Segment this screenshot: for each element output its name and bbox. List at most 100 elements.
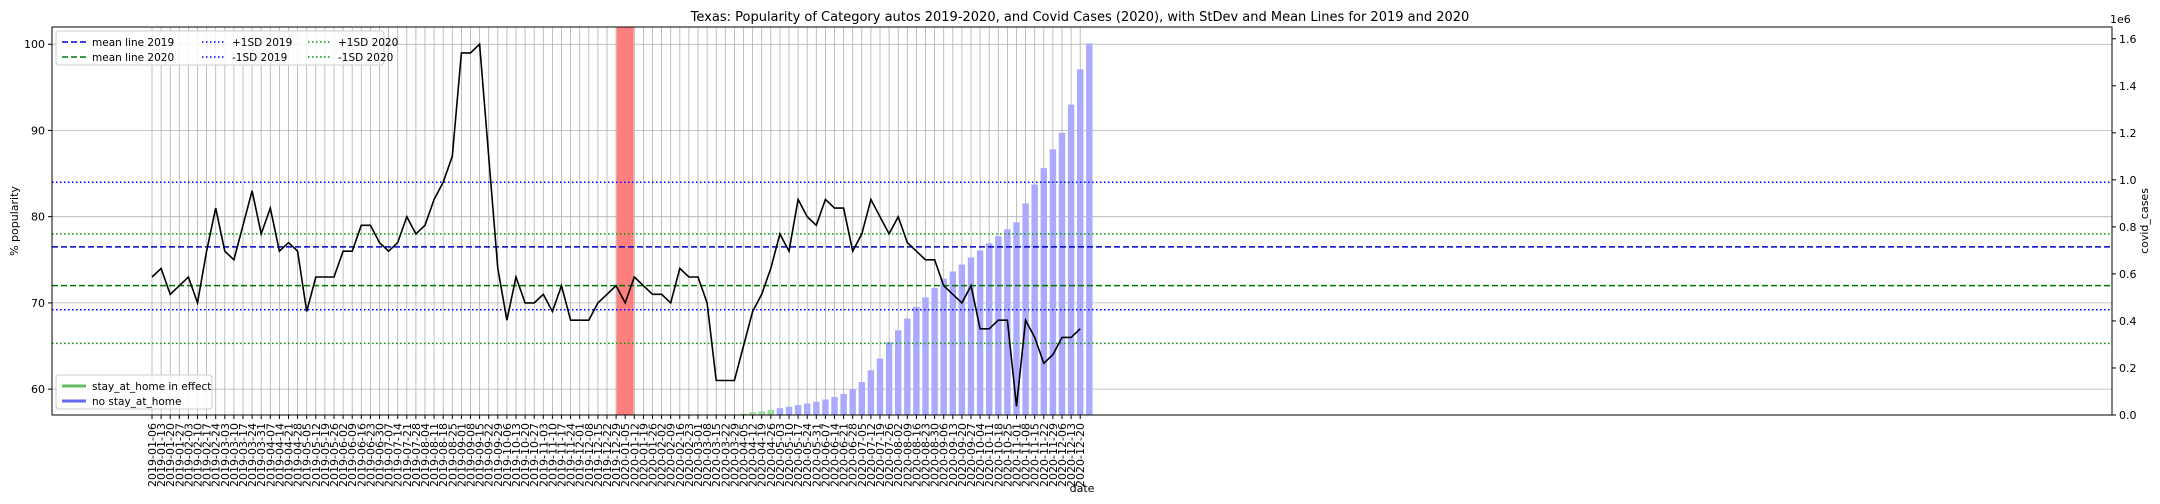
- x-tick-label: 2019-11-17: [556, 423, 569, 487]
- x-tick-label: 2020-02-02: [656, 423, 669, 487]
- legend-reference-lines: mean line 2019 mean line 2020 +1SD 2019 -1S…: [55, 30, 398, 66]
- x-tick-label: 2019-07-21: [401, 423, 414, 487]
- x-tick-label: 2020-04-19: [756, 423, 769, 487]
- x-tick-label: 2019-09-01: [455, 423, 468, 487]
- x-tick-label: 2020-03-29: [728, 423, 741, 487]
- bar: [849, 389, 856, 415]
- x-tick-label: 2019-02-03: [182, 423, 195, 487]
- x-tick-label: 2020-01-26: [647, 423, 660, 487]
- x-tick-label: 2019-08-04: [419, 423, 432, 487]
- bar: [867, 370, 875, 415]
- right-tick-label: 1.6: [2119, 33, 2137, 46]
- plot-area-frame: [51, 26, 2113, 416]
- legend-label: stay_at_home in effect: [92, 381, 211, 393]
- left-tick-label: 60: [31, 383, 45, 396]
- x-tick-label: 2020-05-24: [801, 423, 814, 487]
- bar: [1013, 222, 1020, 415]
- x-tick-label: 2020-07-05: [856, 423, 869, 487]
- bar: [1049, 149, 1057, 415]
- x-tick-label: 2019-10-20: [519, 423, 532, 487]
- x-tick-label: 2019-09-22: [483, 423, 496, 487]
- left-axis-title: % popularity: [8, 186, 21, 256]
- x-tick-label: 2020-08-23: [920, 423, 933, 487]
- bar: [1077, 69, 1084, 415]
- x-tick-label: 2019-06-16: [355, 423, 368, 487]
- bar: [840, 393, 847, 415]
- x-tick-label: 2020-06-21: [838, 423, 851, 487]
- x-tick-label: 2020-04-26: [765, 423, 778, 487]
- legend-label: mean line 2020: [92, 52, 174, 64]
- x-tick-label: 2019-09-29: [492, 423, 505, 487]
- x-tick-label: 2020-03-01: [692, 423, 705, 487]
- right-axis-title: covid_cases: [2138, 188, 2151, 254]
- x-tick-label: 2019-10-06: [501, 423, 514, 487]
- x-tick-label: 2019-09-08: [465, 423, 478, 487]
- right-tick-label: 0.0: [2119, 409, 2137, 422]
- x-tick-label: 2019-05-26: [328, 423, 341, 487]
- x-tick-label: 2020-02-16: [674, 423, 687, 487]
- left-tick-label: 70: [31, 297, 45, 310]
- x-tick-label: 2019-03-03: [219, 423, 232, 487]
- bar: [976, 250, 984, 415]
- x-tick-label: 2019-05-19: [319, 423, 332, 487]
- x-tick-label: 2020-02-23: [683, 423, 696, 487]
- bar: [776, 408, 784, 415]
- x-tick-label: 2019-02-17: [201, 423, 214, 487]
- reference-lines: [52, 181, 2112, 345]
- bar: [995, 236, 1002, 415]
- x-tick-label: 2020-10-18: [992, 423, 1005, 487]
- x-tick-label: 2019-12-29: [610, 423, 623, 487]
- bar: [876, 358, 884, 415]
- chart-title: Texas: Popularity of Category autos 2019…: [690, 10, 1470, 25]
- x-tick-label: 2020-08-02: [892, 423, 905, 487]
- x-tick-label: 2019-11-10: [546, 423, 559, 487]
- x-tick-label: 2020-10-25: [1001, 423, 1014, 487]
- x-tick-label: 2019-01-06: [146, 423, 159, 487]
- x-tick-label: 2020-11-01: [1011, 423, 1024, 487]
- x-tick-label: 2020-03-08: [701, 423, 714, 487]
- bar: [1086, 43, 1093, 416]
- bar: [785, 406, 793, 415]
- bar: [749, 412, 756, 415]
- bar: [767, 409, 774, 415]
- x-tick-label: 2019-05-05: [301, 423, 314, 487]
- x-tick-label: 2019-06-02: [337, 423, 350, 487]
- highlight-band-layer: [616, 27, 634, 415]
- bar: [885, 342, 893, 415]
- left-tick-label: 100: [24, 38, 45, 51]
- right-tick-label: 1.4: [2119, 80, 2137, 93]
- legend-stay-at-home: stay_at_home in effect no stay_at_home: [55, 374, 213, 410]
- x-tick-label: 2020-01-12: [628, 423, 641, 487]
- x-tick-label: 2020-03-22: [719, 423, 732, 487]
- x-tick-label: 2020-09-06: [938, 423, 951, 487]
- x-tick-label: 2020-04-12: [747, 423, 760, 487]
- x-tick-label: 2019-10-27: [528, 423, 541, 487]
- x-tick-label: 2020-11-29: [1047, 423, 1060, 487]
- x-tick-label: 2019-04-07: [264, 423, 277, 487]
- bar: [740, 413, 747, 415]
- bar: [1022, 203, 1029, 415]
- x-tick-label: 2019-08-25: [446, 423, 459, 487]
- x-tick-label: 2020-11-22: [1038, 423, 1051, 487]
- bar: [831, 396, 838, 415]
- x-tick-label: 2020-04-05: [738, 423, 751, 487]
- legend-label: mean line 2019: [92, 37, 174, 49]
- x-tick-label: 2020-08-16: [910, 423, 923, 487]
- x-tick-label: 2020-05-17: [792, 423, 805, 487]
- x-tick-label: 2019-06-09: [346, 423, 359, 487]
- bar: [904, 318, 911, 415]
- bar: [822, 399, 829, 415]
- x-tick-label: 2020-07-12: [865, 423, 878, 487]
- legend-label: +1SD 2019: [232, 37, 292, 49]
- x-tick-label: 2020-09-13: [947, 423, 960, 487]
- bar: [940, 278, 947, 415]
- x-tick-label: 2019-04-14: [273, 423, 286, 487]
- bar: [895, 330, 902, 415]
- x-tick-label: 2019-02-10: [192, 423, 205, 487]
- x-tick-label: 2019-01-13: [155, 423, 168, 487]
- x-tick-label: 2019-01-27: [173, 423, 186, 487]
- bar: [1040, 168, 1047, 415]
- x-tick-label: 2019-03-24: [246, 423, 259, 487]
- x-tick-label: 2020-03-15: [710, 423, 723, 487]
- bar: [804, 403, 811, 415]
